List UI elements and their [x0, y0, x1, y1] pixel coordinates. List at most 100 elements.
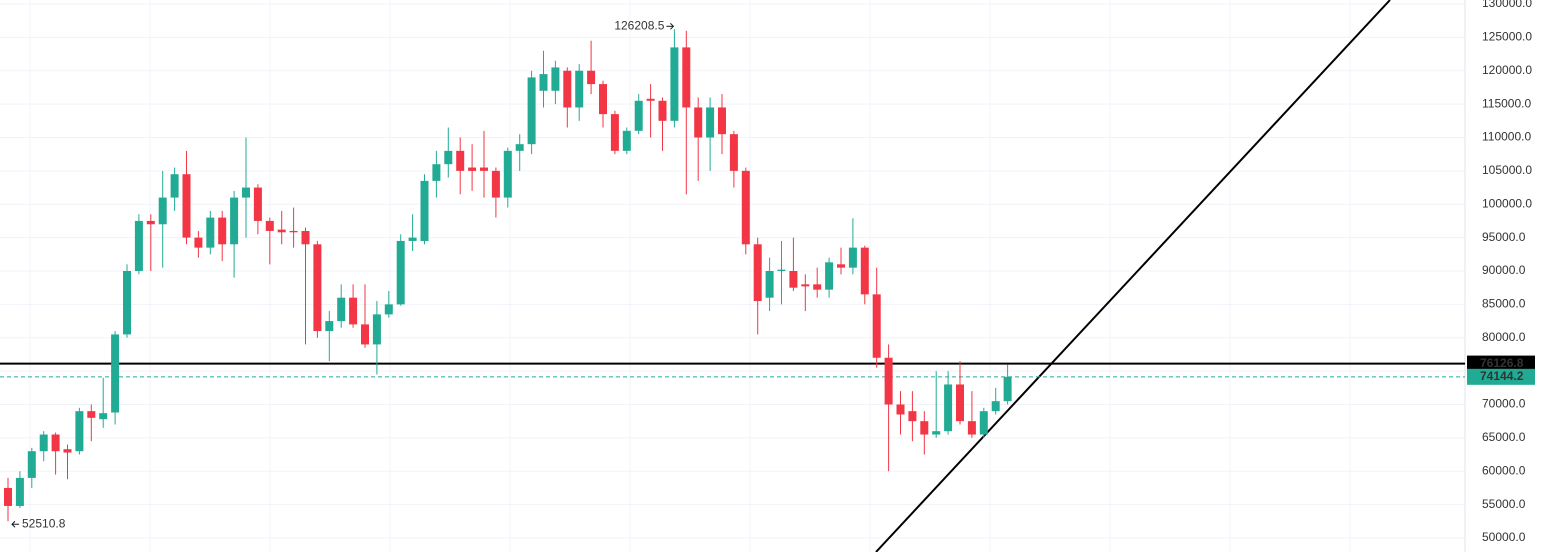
- candle-body: [694, 107, 703, 138]
- candle-body: [789, 270, 798, 288]
- candle-body: [289, 230, 298, 233]
- candle-body: [539, 74, 548, 91]
- candle-body: [146, 220, 155, 225]
- candle-body: [15, 477, 24, 506]
- candle-body: [646, 98, 655, 101]
- candle-body: [1003, 376, 1012, 402]
- candle-body: [706, 107, 715, 138]
- candle-body: [4, 487, 12, 506]
- candle-body: [551, 67, 560, 91]
- candle-body: [158, 197, 167, 225]
- candle-body: [527, 77, 536, 145]
- candle-body: [753, 244, 762, 302]
- candle-body: [313, 244, 322, 332]
- candle-body: [967, 421, 976, 435]
- candle-body: [87, 411, 96, 418]
- candle-body: [682, 47, 691, 108]
- candle-body: [432, 164, 441, 181]
- candle-body: [729, 134, 738, 171]
- candle-body: [444, 150, 453, 165]
- candle-body: [420, 180, 429, 241]
- y-tick-label: 55000.0: [1482, 497, 1526, 511]
- y-tick-label: 95000.0: [1482, 230, 1526, 244]
- y-tick-label: 65000.0: [1482, 430, 1526, 444]
- candle-body: [718, 107, 726, 135]
- candle-body: [610, 114, 619, 151]
- y-tick-label: 110000.0: [1482, 130, 1531, 144]
- candle-body: [194, 237, 203, 248]
- price-label: 74144.2: [1480, 369, 1524, 383]
- candle-body: [111, 334, 120, 413]
- candle-body: [349, 297, 358, 325]
- candle-body: [456, 150, 465, 171]
- candle-body: [860, 247, 869, 295]
- low-annotation: 52510.8: [22, 516, 66, 530]
- y-tick-label: 125000.0: [1482, 30, 1532, 44]
- candle-body: [741, 170, 750, 245]
- y-tick-label: 105000.0: [1482, 163, 1532, 177]
- y-tick-label: 60000.0: [1482, 463, 1526, 477]
- price-label-box: [1467, 355, 1535, 372]
- candle-body: [622, 130, 631, 151]
- candle-body: [813, 284, 822, 290]
- candle-body: [563, 70, 572, 108]
- candle-body: [599, 84, 607, 115]
- candle-body: [218, 217, 227, 245]
- candle-body: [63, 449, 72, 453]
- candle-body: [575, 70, 584, 108]
- candle-body: [182, 174, 191, 238]
- candle-body: [253, 187, 262, 221]
- price-label: 76126.8: [1480, 356, 1524, 370]
- candle-body: [956, 384, 964, 422]
- candle-body: [884, 357, 893, 405]
- y-tick-label: 120000.0: [1482, 63, 1532, 77]
- candle-body: [170, 174, 179, 198]
- candle-body: [991, 401, 1000, 412]
- y-tick-label: 70000.0: [1482, 397, 1526, 411]
- candle-body: [908, 411, 917, 422]
- candle-body: [515, 144, 524, 151]
- candle-body: [587, 70, 596, 85]
- candle-body: [408, 237, 417, 241]
- candle-body: [670, 47, 679, 121]
- annotation-arrowhead: [11, 520, 16, 528]
- candle-body: [337, 297, 346, 322]
- candle-body: [206, 217, 215, 248]
- candle-body: [979, 411, 988, 435]
- candle-body: [396, 240, 405, 305]
- y-tick-label: 80000.0: [1482, 330, 1526, 344]
- candle-body: [468, 167, 477, 171]
- candle-body: [265, 220, 274, 231]
- candle-body: [932, 431, 941, 435]
- candle-body: [277, 229, 286, 233]
- candle-body: [801, 284, 810, 287]
- candle-body: [634, 100, 643, 131]
- y-tick-label: 90000.0: [1482, 263, 1526, 277]
- y-tick-label: 115000.0: [1482, 96, 1531, 110]
- candle-body: [872, 294, 881, 358]
- candle-body: [27, 451, 36, 478]
- candle-body: [848, 247, 857, 268]
- candle-body: [242, 187, 250, 198]
- y-tick-label: 85000.0: [1482, 297, 1526, 311]
- candle-body: [944, 384, 953, 432]
- candle-body: [920, 421, 929, 435]
- candle-body: [230, 197, 239, 245]
- price-label-box: [1467, 368, 1535, 385]
- candle-body: [825, 262, 834, 290]
- candle-body: [325, 321, 334, 332]
- candle-body: [75, 411, 84, 452]
- candle-body: [503, 150, 512, 198]
- candle-body: [491, 170, 500, 198]
- candle-body: [99, 413, 108, 420]
- y-tick-label: 130000.0: [1482, 0, 1532, 10]
- candle-body: [777, 269, 786, 271]
- y-tick-label: 50000.0: [1482, 530, 1526, 544]
- candle-body: [134, 220, 143, 271]
- candle-body: [51, 434, 60, 452]
- candle-body: [480, 167, 488, 171]
- candle-body: [837, 264, 845, 268]
- trend-line: [875, 0, 1391, 552]
- candle-body: [658, 100, 667, 121]
